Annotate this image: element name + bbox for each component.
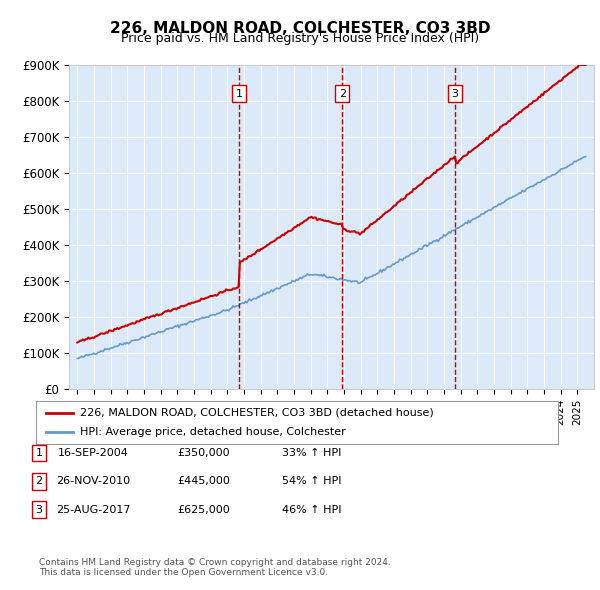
Text: HPI: Average price, detached house, Colchester: HPI: Average price, detached house, Colc… [80,427,346,437]
Text: Contains HM Land Registry data © Crown copyright and database right 2024.
This d: Contains HM Land Registry data © Crown c… [39,558,391,577]
Text: £350,000: £350,000 [178,448,230,458]
Text: 1: 1 [35,448,43,458]
Text: 3: 3 [451,88,458,99]
Text: 33% ↑ HPI: 33% ↑ HPI [283,448,341,458]
Text: 46% ↑ HPI: 46% ↑ HPI [282,505,342,514]
Text: 226, MALDON ROAD, COLCHESTER, CO3 3BD: 226, MALDON ROAD, COLCHESTER, CO3 3BD [110,21,490,35]
Text: £625,000: £625,000 [178,505,230,514]
Text: 2: 2 [339,88,346,99]
Text: £445,000: £445,000 [178,477,230,486]
Text: 3: 3 [35,505,43,514]
Text: 226, MALDON ROAD, COLCHESTER, CO3 3BD (detached house): 226, MALDON ROAD, COLCHESTER, CO3 3BD (d… [80,408,434,418]
Text: 2: 2 [35,477,43,486]
Text: 25-AUG-2017: 25-AUG-2017 [56,505,130,514]
Text: 16-SEP-2004: 16-SEP-2004 [58,448,128,458]
Text: 1: 1 [236,88,242,99]
Text: Price paid vs. HM Land Registry's House Price Index (HPI): Price paid vs. HM Land Registry's House … [121,32,479,45]
Text: 26-NOV-2010: 26-NOV-2010 [56,477,130,486]
Text: 54% ↑ HPI: 54% ↑ HPI [282,477,342,486]
